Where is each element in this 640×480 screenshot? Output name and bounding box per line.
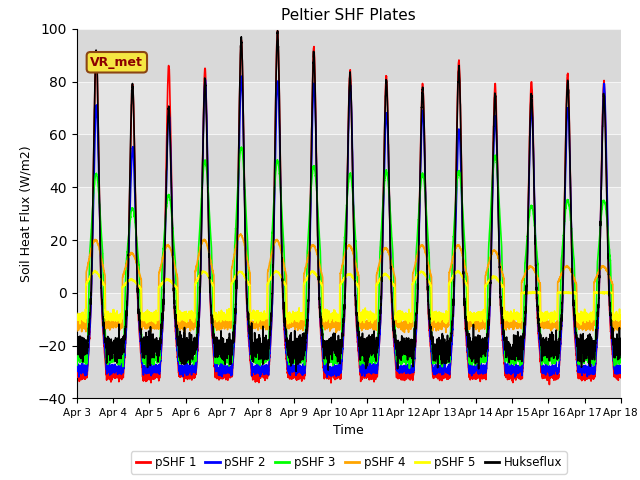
- Bar: [77, 82, 621, 134]
- Title: Peltier SHF Plates: Peltier SHF Plates: [282, 9, 416, 24]
- X-axis label: Time: Time: [333, 424, 364, 437]
- Text: VR_met: VR_met: [90, 56, 143, 69]
- Bar: [77, 187, 621, 240]
- Bar: [77, 346, 621, 398]
- Bar: [77, 0, 621, 29]
- Bar: [77, 293, 621, 346]
- Bar: [77, 29, 621, 82]
- Y-axis label: Soil Heat Flux (W/m2): Soil Heat Flux (W/m2): [19, 145, 33, 282]
- Bar: [77, 134, 621, 187]
- Bar: [77, 240, 621, 293]
- Legend: pSHF 1, pSHF 2, pSHF 3, pSHF 4, pSHF 5, Hukseflux: pSHF 1, pSHF 2, pSHF 3, pSHF 4, pSHF 5, …: [131, 451, 566, 474]
